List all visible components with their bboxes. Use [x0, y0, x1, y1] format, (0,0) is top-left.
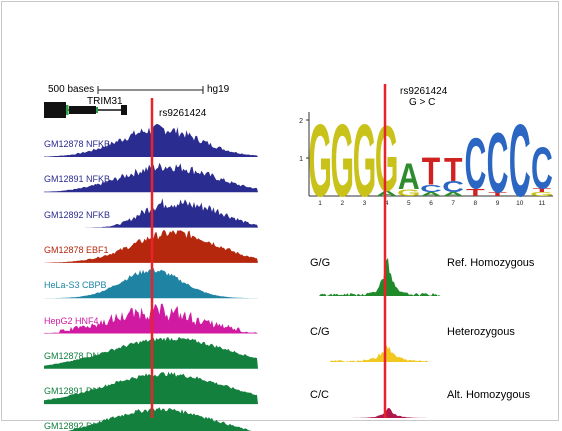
logo-letter: G: [375, 107, 399, 211]
logo-letter: T: [444, 150, 463, 188]
figure-frame: [1, 1, 559, 421]
scale-label: 500 bases: [48, 84, 95, 95]
track-label: GM12878 EBF1: [44, 244, 109, 255]
track-label: HepG2 HNF4: [44, 315, 99, 326]
logo-x-tick: 1: [318, 200, 322, 207]
track-label: GM12878 NFKB: [44, 139, 111, 149]
genotype-description: Ref. Homozygous: [447, 257, 535, 269]
logo-letter: C: [487, 115, 509, 211]
snp-label-browser: rs9261424: [159, 108, 207, 119]
track-label: GM12891 NFKB: [44, 174, 111, 185]
gene-label: TRIM31: [87, 96, 123, 107]
track-label: GM12892 NFKB: [44, 209, 111, 220]
genotype-label: C/C: [310, 389, 329, 401]
logo-letter: G: [331, 104, 355, 219]
track-label: HeLa-S3 CBPB: [44, 280, 107, 291]
logo-letter: G: [308, 104, 332, 219]
logo-letter: C: [464, 123, 486, 204]
logo-x-tick: 9: [496, 200, 500, 207]
logo-y-tick: 1: [299, 156, 303, 163]
logo-letter: G: [397, 188, 421, 198]
logo-x-tick: 6: [429, 200, 433, 207]
track-label: GM12891 DNase: [44, 386, 114, 397]
logo-x-tick: 7: [451, 200, 455, 207]
logo-letter: T: [533, 187, 553, 193]
logo-letter: G: [530, 191, 554, 197]
logo-letter: C: [531, 134, 553, 201]
genotype-description: Heterozygous: [447, 326, 515, 338]
logo-x-tick: 2: [340, 200, 344, 207]
allele-change: G > C: [409, 97, 436, 108]
logo-letter: A: [376, 189, 398, 198]
logo-y-tick: 2: [299, 118, 303, 125]
genotype-label: C/G: [310, 326, 330, 338]
logo-x-tick: 4: [385, 200, 389, 207]
logo-x-tick: 8: [474, 200, 478, 207]
logo-letter: T: [466, 187, 485, 198]
logo-x-tick: 10: [516, 200, 524, 207]
assembly-label: hg19: [207, 84, 230, 95]
logo-x-tick: 5: [407, 200, 411, 207]
logo-letter: C: [420, 183, 442, 194]
logo-letter: C: [509, 104, 531, 219]
logo-x-tick: 11: [539, 200, 546, 207]
logo-letter: G: [353, 104, 377, 219]
logo-letter: T: [488, 191, 508, 197]
logo-letter: A: [398, 156, 420, 198]
track-label: GM12878 DNase: [44, 350, 114, 361]
logo-letter: T: [422, 151, 440, 193]
logo-letter: A: [420, 191, 442, 197]
logo-x-tick: 3: [363, 200, 367, 207]
logo-letter: C: [442, 179, 464, 196]
logo-letter: A: [442, 191, 464, 197]
genotype-label: G/G: [310, 257, 331, 269]
snp-label-motif: rs9261424: [400, 86, 448, 97]
genotype-description: Alt. Homozygous: [447, 389, 531, 401]
